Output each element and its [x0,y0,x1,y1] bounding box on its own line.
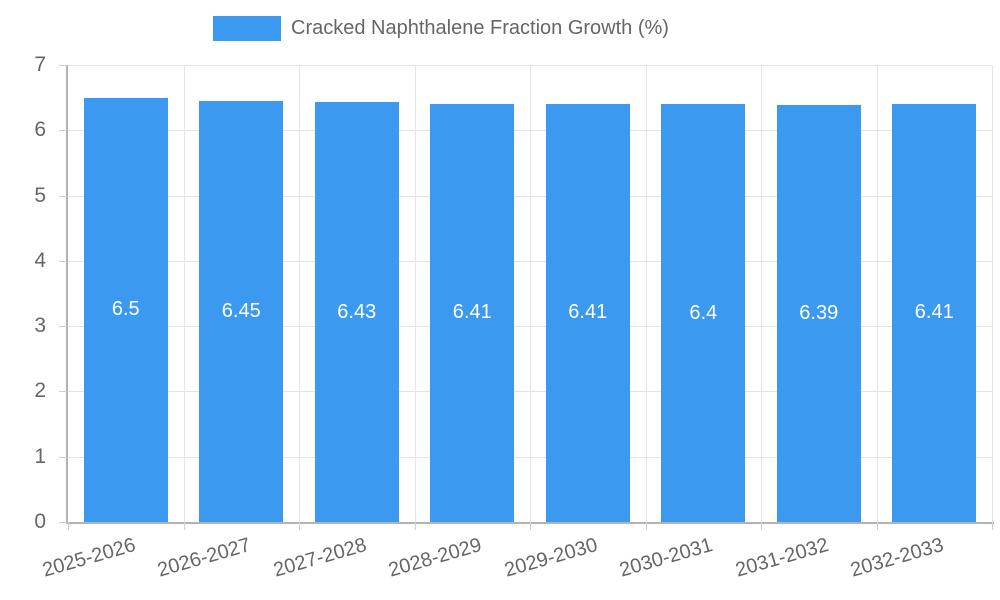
x-tick-label: 2032-2033 [848,534,947,582]
x-axis-tick [68,522,69,530]
x-axis-tick [183,522,185,530]
x-axis-tick [992,522,993,530]
legend-item[interactable]: Cracked Naphthalene Fraction Growth (%) [213,16,669,41]
legend-label: Cracked Naphthalene Fraction Growth (%) [291,17,669,39]
bar[interactable]: 6.41 [545,103,630,522]
x-tick-label: 2026-2027 [155,534,254,582]
y-tick-label: 5 [34,183,46,207]
bar-value-label: 6.41 [452,301,492,324]
x-axis-tick [761,522,762,530]
bar-value-label: 6.43 [337,300,377,323]
bar[interactable]: 6.39 [776,104,861,522]
x-axis-tick [876,522,878,530]
x-tick-label: 2025-2026 [39,534,138,582]
bar-value-label: 6.39 [799,301,839,324]
bar[interactable]: 6.4 [661,104,746,522]
y-tick-label: 1 [34,444,46,468]
bar-value-label: 6.41 [914,301,954,324]
bar-value-label: 6.4 [689,301,718,324]
x-axis-tick [530,522,531,530]
v-gridline [183,65,185,522]
y-tick-label: 4 [34,248,46,272]
x-axis-tick [414,522,416,530]
y-axis-tick [59,195,67,197]
v-gridline [876,65,878,522]
y-tick-label: 2 [34,379,46,403]
y-axis-tick [59,456,67,458]
bar-value-label: 6.5 [111,298,140,321]
x-axis-tick [299,522,300,530]
bar-value-label: 6.41 [568,301,608,324]
v-gridline [414,65,416,522]
y-tick-label: 0 [34,510,46,533]
v-gridline [299,65,300,522]
legend: Cracked Naphthalene Fraction Growth (%) [213,16,669,41]
bar-value-label: 6.45 [221,299,261,322]
bar[interactable]: 6.43 [314,102,399,522]
y-tick-label: 6 [34,118,46,142]
x-tick-label: 2029-2030 [501,534,600,582]
bar[interactable]: 6.41 [430,103,515,522]
x-tick-label: 2027-2028 [270,534,369,582]
y-axis-tick [59,130,67,132]
x-tick-label: 2030-2031 [617,534,716,582]
legend-swatch-icon [213,16,281,41]
y-tick-label: 7 [34,53,46,76]
bar[interactable]: 6.45 [199,100,284,522]
x-axis-tick [645,522,647,530]
v-gridline [761,65,762,522]
v-gridline [645,65,647,522]
v-gridline [530,65,531,522]
bar[interactable]: 6.41 [892,103,977,522]
y-axis-tick [59,260,67,262]
y-axis-tick [59,65,67,66]
y-tick-label: 3 [34,314,46,338]
y-axis-tick [59,391,67,393]
y-axis-tick [59,326,67,328]
x-tick-label: 2028-2029 [386,534,485,582]
v-gridline [992,65,993,522]
y-axis-tick [59,522,67,523]
x-tick-label: 2031-2032 [732,534,831,582]
bar[interactable]: 6.5 [83,97,168,522]
